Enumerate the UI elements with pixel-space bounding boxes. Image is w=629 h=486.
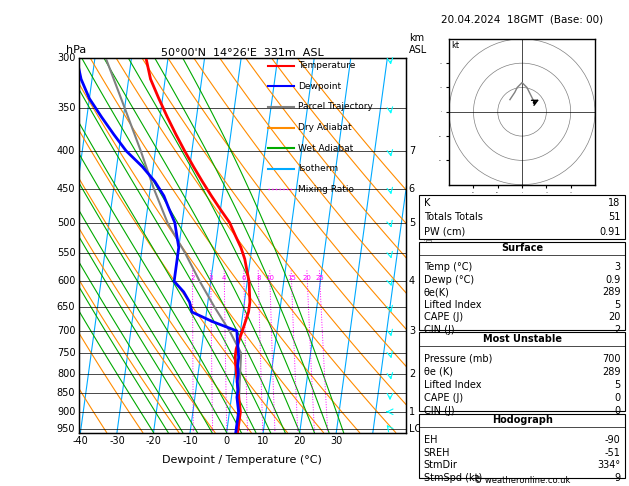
Text: 650: 650 (57, 302, 75, 312)
Text: 700: 700 (57, 326, 75, 336)
Text: Mixing Ratio: Mixing Ratio (298, 185, 353, 194)
Text: 334°: 334° (598, 460, 620, 470)
Text: 0: 0 (615, 406, 620, 416)
Text: 0: 0 (223, 436, 230, 446)
Text: Wet Adiabat: Wet Adiabat (298, 144, 353, 153)
Text: 289: 289 (602, 287, 620, 297)
Text: -51: -51 (604, 448, 620, 457)
Text: 0.9: 0.9 (605, 275, 620, 284)
Text: 9: 9 (615, 473, 620, 483)
Text: Dewpoint / Temperature (°C): Dewpoint / Temperature (°C) (162, 455, 322, 465)
Title: 50°00'N  14°26'E  331m  ASL: 50°00'N 14°26'E 331m ASL (161, 48, 323, 57)
Text: km
ASL: km ASL (409, 33, 427, 54)
Text: 5: 5 (614, 299, 620, 310)
Text: CAPE (J): CAPE (J) (424, 312, 463, 322)
Text: 400: 400 (57, 146, 75, 156)
Text: 600: 600 (57, 277, 75, 286)
Text: Most Unstable: Most Unstable (482, 334, 562, 344)
Text: Totals Totals: Totals Totals (424, 212, 482, 222)
Text: 25: 25 (316, 276, 325, 281)
Text: -90: -90 (604, 435, 620, 445)
Text: Dewp (°C): Dewp (°C) (424, 275, 474, 284)
Text: 1: 1 (409, 407, 415, 417)
Text: kt: kt (452, 41, 460, 51)
Text: 30: 30 (330, 436, 342, 446)
FancyBboxPatch shape (420, 414, 625, 478)
Text: 15: 15 (287, 276, 296, 281)
Text: © weatheronline.co.uk: © weatheronline.co.uk (474, 476, 571, 485)
Text: 20.04.2024  18GMT  (Base: 00): 20.04.2024 18GMT (Base: 00) (441, 15, 603, 25)
Text: 0.91: 0.91 (599, 227, 620, 237)
Text: 7: 7 (409, 146, 415, 156)
Text: 4: 4 (222, 276, 226, 281)
Text: CAPE (J): CAPE (J) (424, 393, 463, 403)
Text: 0: 0 (615, 393, 620, 403)
Text: 850: 850 (57, 388, 75, 399)
Text: 10: 10 (257, 436, 269, 446)
Text: 20: 20 (294, 436, 306, 446)
Text: 10: 10 (265, 276, 274, 281)
Text: 300: 300 (57, 53, 75, 63)
Text: 3: 3 (615, 262, 620, 272)
Text: 450: 450 (57, 184, 75, 194)
Text: 8: 8 (256, 276, 261, 281)
Text: 5: 5 (614, 380, 620, 390)
Text: θe(K): θe(K) (424, 287, 450, 297)
Text: Hodograph: Hodograph (492, 416, 552, 425)
Text: StmSpd (kt): StmSpd (kt) (424, 473, 482, 483)
Text: 700: 700 (602, 354, 620, 364)
Text: 2: 2 (409, 369, 415, 379)
Text: 6: 6 (409, 184, 415, 194)
Text: StmDir: StmDir (424, 460, 457, 470)
Text: K: K (424, 198, 430, 208)
Text: 950: 950 (57, 424, 75, 434)
Text: SREH: SREH (424, 448, 450, 457)
Text: 20: 20 (303, 276, 312, 281)
Text: Temperature: Temperature (298, 61, 355, 70)
Text: 2: 2 (191, 276, 195, 281)
Text: Dewpoint: Dewpoint (298, 82, 341, 91)
Text: Parcel Trajectory: Parcel Trajectory (298, 103, 372, 111)
FancyBboxPatch shape (420, 195, 625, 239)
Text: Temp (°C): Temp (°C) (424, 262, 472, 272)
Text: 3: 3 (209, 276, 213, 281)
Text: 289: 289 (602, 367, 620, 377)
Text: 550: 550 (57, 248, 75, 259)
Text: 500: 500 (57, 218, 75, 227)
Text: Pressure (mb): Pressure (mb) (424, 354, 492, 364)
Text: CIN (J): CIN (J) (424, 406, 454, 416)
Text: CIN (J): CIN (J) (424, 325, 454, 334)
Text: -10: -10 (182, 436, 198, 446)
Text: Surface: Surface (501, 243, 543, 253)
Text: 900: 900 (57, 407, 75, 417)
Text: Mixing Ratio (g/kg): Mixing Ratio (g/kg) (425, 199, 435, 292)
Text: Lifted Index: Lifted Index (424, 380, 481, 390)
Text: 800: 800 (57, 369, 75, 379)
Text: 350: 350 (57, 103, 75, 113)
FancyBboxPatch shape (420, 242, 625, 330)
Text: 3: 3 (409, 326, 415, 336)
Text: θe (K): θe (K) (424, 367, 453, 377)
Text: 5: 5 (409, 218, 415, 227)
Text: -30: -30 (109, 436, 125, 446)
Text: -20: -20 (145, 436, 162, 446)
Text: LCL: LCL (409, 424, 426, 434)
Text: 4: 4 (409, 277, 415, 286)
Text: EH: EH (424, 435, 437, 445)
FancyBboxPatch shape (420, 332, 625, 411)
Text: Lifted Index: Lifted Index (424, 299, 481, 310)
Text: Isotherm: Isotherm (298, 164, 338, 173)
Text: 20: 20 (608, 312, 620, 322)
Text: Dry Adiabat: Dry Adiabat (298, 123, 352, 132)
Text: hPa: hPa (65, 45, 86, 54)
Text: PW (cm): PW (cm) (424, 227, 465, 237)
Text: 51: 51 (608, 212, 620, 222)
Text: 6: 6 (242, 276, 247, 281)
Text: -40: -40 (72, 436, 88, 446)
Text: 18: 18 (608, 198, 620, 208)
Text: 2: 2 (614, 325, 620, 334)
Text: 750: 750 (57, 348, 75, 358)
